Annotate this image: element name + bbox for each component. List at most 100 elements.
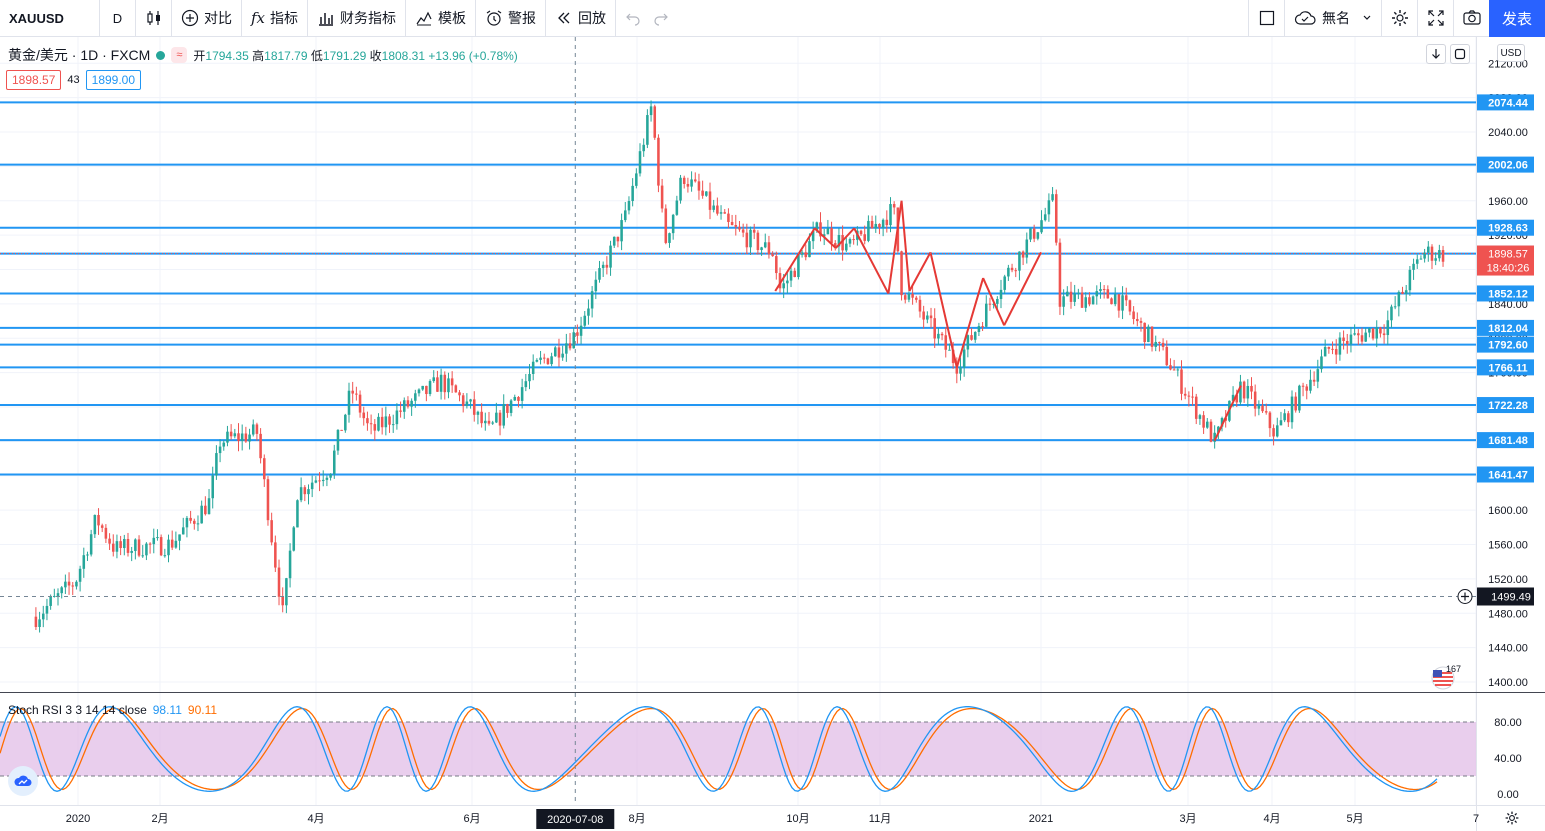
candle-body xyxy=(1309,379,1312,391)
candle-body xyxy=(355,393,358,395)
level-price-tag xyxy=(1477,466,1534,483)
candle-body xyxy=(285,578,288,606)
horizontal-levels[interactable] xyxy=(0,101,1476,476)
candle-body xyxy=(178,534,181,541)
candle-body xyxy=(1209,421,1213,442)
candle-body xyxy=(660,185,664,209)
compare-button[interactable]: 对比 xyxy=(172,0,242,37)
candle-body xyxy=(1257,405,1261,409)
pattern-line xyxy=(955,277,985,368)
ask-price[interactable]: 1899.00 xyxy=(85,70,142,90)
pattern-line xyxy=(835,227,855,249)
save-layout-button[interactable]: 無名 xyxy=(1284,0,1381,37)
templates-button[interactable]: 模板 xyxy=(406,0,477,37)
us-flag-icon[interactable] xyxy=(1430,664,1458,690)
symbol-search-button[interactable]: XAUUSD xyxy=(0,0,100,37)
candle-body xyxy=(281,596,284,606)
candle-body xyxy=(1187,395,1191,397)
candle-body xyxy=(325,477,329,480)
candle-body xyxy=(100,525,104,528)
candle-body xyxy=(712,205,715,210)
time-tick-label: 8月 xyxy=(628,813,645,825)
high-label: 高 xyxy=(252,48,265,63)
candle-body xyxy=(487,420,491,424)
price-chart[interactable]: 1400.00 1440.00 1480.00 1520.00 1560.00 1600.… xyxy=(0,37,1545,831)
candlestick-icon xyxy=(145,9,163,27)
collapse-pane-button[interactable] xyxy=(1426,44,1446,64)
pattern-lines[interactable] xyxy=(774,200,1242,441)
layout-name: 無名 xyxy=(1322,10,1350,26)
candle-body xyxy=(907,293,911,300)
candle-body xyxy=(837,235,841,247)
candle-body xyxy=(1386,320,1390,336)
level-price-label: 1722.28 xyxy=(1488,400,1528,412)
settings-button[interactable] xyxy=(1381,0,1417,37)
replay-button[interactable]: 回放 xyxy=(546,0,617,37)
fullscreen-button[interactable] xyxy=(1417,0,1453,37)
candle-body xyxy=(848,239,852,244)
financials-button[interactable]: 财务指标 xyxy=(308,0,407,37)
undo-icon[interactable] xyxy=(625,10,641,26)
time-tick-label: 5月 xyxy=(1346,813,1363,825)
candle-body xyxy=(436,377,439,392)
candle-body xyxy=(1323,346,1327,357)
candle-body xyxy=(1165,346,1169,366)
candle-body xyxy=(321,479,325,482)
tradingview-logo[interactable] xyxy=(8,766,38,796)
candle-body xyxy=(89,534,93,555)
candle-body xyxy=(929,315,933,319)
bid-price[interactable]: 1898.57 xyxy=(6,70,62,90)
price-tick-label: 1600.00 xyxy=(1488,505,1528,517)
candle-body xyxy=(480,411,483,424)
candle-body xyxy=(1379,327,1382,334)
gear-icon xyxy=(1504,810,1520,826)
indicators-label: 指标 xyxy=(270,10,299,26)
candle-body xyxy=(1113,294,1117,305)
interval-button[interactable]: D xyxy=(100,0,136,37)
level-price-tag xyxy=(1477,359,1534,376)
candle-body xyxy=(948,349,951,351)
candle-body xyxy=(1206,421,1209,428)
candle-body xyxy=(719,212,723,214)
candle-body xyxy=(226,431,229,443)
candle-body xyxy=(329,473,332,478)
symbol-description[interactable]: 黄金/美元 · 1D · FXCM xyxy=(8,47,151,63)
stoch-rsi-legend[interactable]: Stoch RSI 3 3 14 14 close 98.11 90.11 xyxy=(8,703,217,717)
candle-body xyxy=(432,377,436,382)
candle-body xyxy=(664,208,668,243)
pane-buttons xyxy=(1426,44,1470,64)
high-value: 1817.79 xyxy=(264,48,308,63)
alert-button[interactable]: 警报 xyxy=(476,0,547,37)
candle-body xyxy=(204,505,207,515)
candle-body xyxy=(1128,300,1132,312)
redo-icon[interactable] xyxy=(653,10,669,26)
candle-body xyxy=(749,229,752,248)
candle-body xyxy=(1180,369,1183,394)
price-scale-settings-button[interactable] xyxy=(1502,808,1522,828)
alarm-clock-icon xyxy=(485,9,503,27)
maximize-pane-button[interactable] xyxy=(1450,44,1470,64)
candle-body xyxy=(708,191,712,210)
chart-type-button[interactable] xyxy=(136,0,172,37)
candle-body xyxy=(1235,394,1239,403)
snapshot-button[interactable] xyxy=(1453,0,1489,37)
candle-body xyxy=(1194,396,1198,419)
candle-body xyxy=(277,567,281,597)
candle-body xyxy=(1051,194,1054,201)
candle-body xyxy=(878,223,881,228)
publish-button[interactable]: 发表 xyxy=(1489,0,1545,37)
close-label: 收 xyxy=(369,48,382,63)
candle-body xyxy=(609,245,612,268)
fullscreen-layout-button[interactable] xyxy=(1248,0,1284,37)
candle-body xyxy=(933,318,936,339)
candle-body xyxy=(1091,296,1095,305)
indicators-button[interactable]: fx 指标 xyxy=(242,0,309,37)
candle-body xyxy=(1298,385,1301,411)
candle-body xyxy=(240,433,244,441)
candle-body xyxy=(984,303,988,327)
currency-button[interactable]: USD xyxy=(1497,44,1525,62)
candle-body xyxy=(251,424,255,435)
candle-body xyxy=(612,236,616,246)
candle-body xyxy=(992,303,995,305)
candle-body xyxy=(624,210,627,221)
